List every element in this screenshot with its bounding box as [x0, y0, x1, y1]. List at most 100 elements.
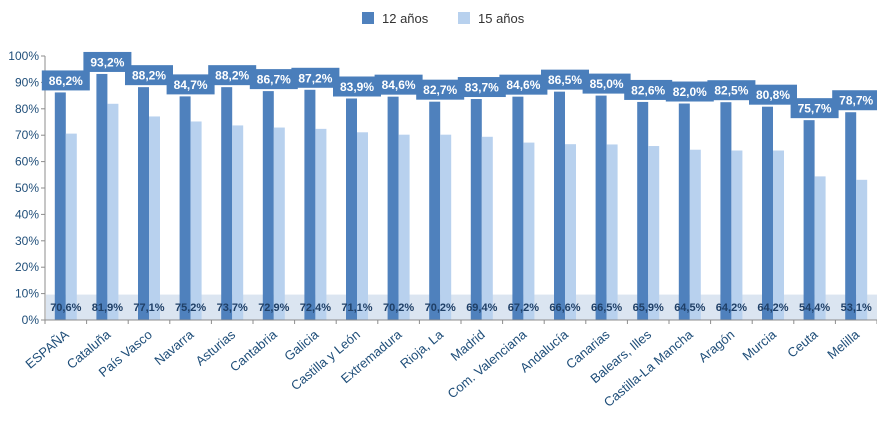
value-text-12: 88,2%: [132, 69, 166, 83]
value-box-12: [291, 67, 340, 88]
value-text-12: 75,7%: [798, 102, 832, 116]
value-label-15-17: 64,2%: [757, 302, 788, 314]
bar-12-7: [346, 98, 357, 320]
bar-15-16: [731, 150, 743, 320]
legend: 12 años 15 años: [362, 11, 525, 26]
value-box-12: [541, 69, 589, 90]
bar-15-13: [606, 144, 618, 320]
value-box-12: [457, 77, 506, 98]
category-label-16: Aragón: [696, 327, 738, 365]
value-label-15-6: 72,4%: [300, 302, 331, 314]
value-label-15-7: 71,1%: [341, 302, 372, 314]
value-label-15-9: 70,2%: [425, 302, 456, 314]
value-label-12-2: 88,2%: [125, 65, 173, 86]
value-text-12: 86,5%: [548, 73, 582, 87]
labels-12: 86,2% 93,2% 88,2% 84,7% 88,2% 86,7% 87,2% 83,9%…: [41, 51, 877, 119]
category-label-5: Cantabria: [227, 326, 280, 374]
value-text-12: 78,7%: [839, 94, 873, 108]
bar-12-15: [678, 103, 690, 321]
bar-12-9: [429, 101, 441, 320]
value-label-15-16: 64,2%: [716, 302, 747, 314]
value-text-12: 88,2%: [215, 69, 249, 83]
value-text-12: 93,2%: [90, 55, 124, 69]
value-label-12-18: 75,7%: [790, 98, 839, 119]
value-label-12-8: 84,6%: [374, 74, 423, 95]
bar-15-4: [232, 125, 244, 320]
legend-label-1: 12 años: [382, 11, 429, 26]
value-label-12-17: 80,8%: [749, 84, 797, 105]
value-label-12-13: 85,0%: [582, 73, 631, 94]
value-box-12: [41, 70, 90, 91]
label-band-rect: [46, 294, 877, 320]
value-label-12-12: 86,5%: [541, 69, 589, 90]
value-box-12: [249, 69, 298, 90]
value-text-12: 83,7%: [465, 81, 499, 95]
legend-swatch-2: [458, 12, 470, 24]
bar-12-0: [54, 92, 66, 320]
bar-15-6: [315, 128, 327, 320]
bar-12-19: [845, 112, 857, 321]
category-label-18: Ceuta: [784, 326, 821, 360]
value-label-12-0: 86,2%: [41, 70, 90, 91]
y-tick-label: 70%: [15, 128, 39, 142]
value-label-15-4: 73,7%: [217, 302, 248, 314]
value-text-12: 86,7%: [257, 73, 291, 87]
y-tick-label: 60%: [15, 155, 39, 169]
value-box-12: [790, 98, 839, 119]
value-box-12: [582, 73, 631, 94]
y-tick-label: 10%: [15, 287, 39, 301]
value-text-12: 85,0%: [590, 77, 624, 91]
bar-12-10: [470, 99, 482, 320]
value-box-12: [83, 51, 132, 72]
bar-15-12: [565, 144, 576, 320]
y-tick-label: 100%: [8, 49, 39, 63]
y-tick-label: 20%: [15, 260, 39, 274]
y-tick-label: 50%: [15, 181, 39, 195]
bar-15-19: [856, 179, 868, 320]
value-text-12: 84,6%: [506, 78, 540, 92]
value-label-12-1: 93,2%: [83, 51, 132, 72]
bar-12-2: [138, 87, 149, 320]
y-axis: 0% 10% 20% 30% 40% 50% 60% 70% 80% 90% 100%: [8, 49, 46, 327]
y-tick-label: 40%: [15, 207, 39, 221]
value-label-12-14: 82,6%: [624, 79, 673, 100]
value-box-12: [832, 90, 877, 111]
labels-15: 70,6% 81,9% 77,1% 75,2% 73,7% 72,9% 72,4% 71,1%…: [50, 302, 872, 314]
value-box-12: [499, 74, 548, 95]
bar-12-4: [221, 87, 233, 320]
value-box-12: [125, 65, 173, 86]
value-label-15-15: 64,5%: [674, 302, 705, 314]
value-label-12-10: 83,7%: [457, 77, 506, 98]
value-box-12: [707, 80, 756, 101]
bar-12-13: [595, 95, 607, 320]
bar-12-12: [554, 91, 565, 320]
bar-12-1: [96, 73, 108, 321]
category-label-3: Navarra: [151, 326, 197, 368]
legend-swatch-1: [362, 12, 374, 24]
bar-12-14: [637, 101, 649, 320]
value-label-15-14: 65,9%: [633, 302, 664, 314]
bar-15-2: [149, 116, 160, 321]
bar-15-8: [398, 134, 410, 320]
bar-15-3: [190, 121, 202, 320]
value-text-12: 82,5%: [714, 84, 748, 98]
category-label-0: ESPAÑA: [22, 327, 72, 372]
value-text-12: 84,7%: [174, 78, 208, 92]
value-label-15-0: 70,6%: [50, 302, 81, 314]
label-band: [46, 294, 877, 320]
y-tick-label: 80%: [15, 102, 39, 116]
value-label-15-18: 54,4%: [799, 302, 830, 314]
category-label-9: Rioja, La: [397, 326, 447, 371]
bar-15-5: [273, 127, 285, 320]
value-label-12-6: 87,2%: [291, 67, 340, 88]
bar-15-10: [481, 136, 493, 320]
y-tick-label: 0%: [22, 313, 40, 327]
value-label-15-1: 81,9%: [92, 302, 123, 314]
bar-15-14: [648, 146, 660, 320]
value-box-12: [416, 79, 465, 100]
value-label-15-2: 77,1%: [133, 302, 164, 314]
bar-15-17: [773, 150, 784, 320]
value-label-12-16: 82,5%: [707, 80, 756, 101]
